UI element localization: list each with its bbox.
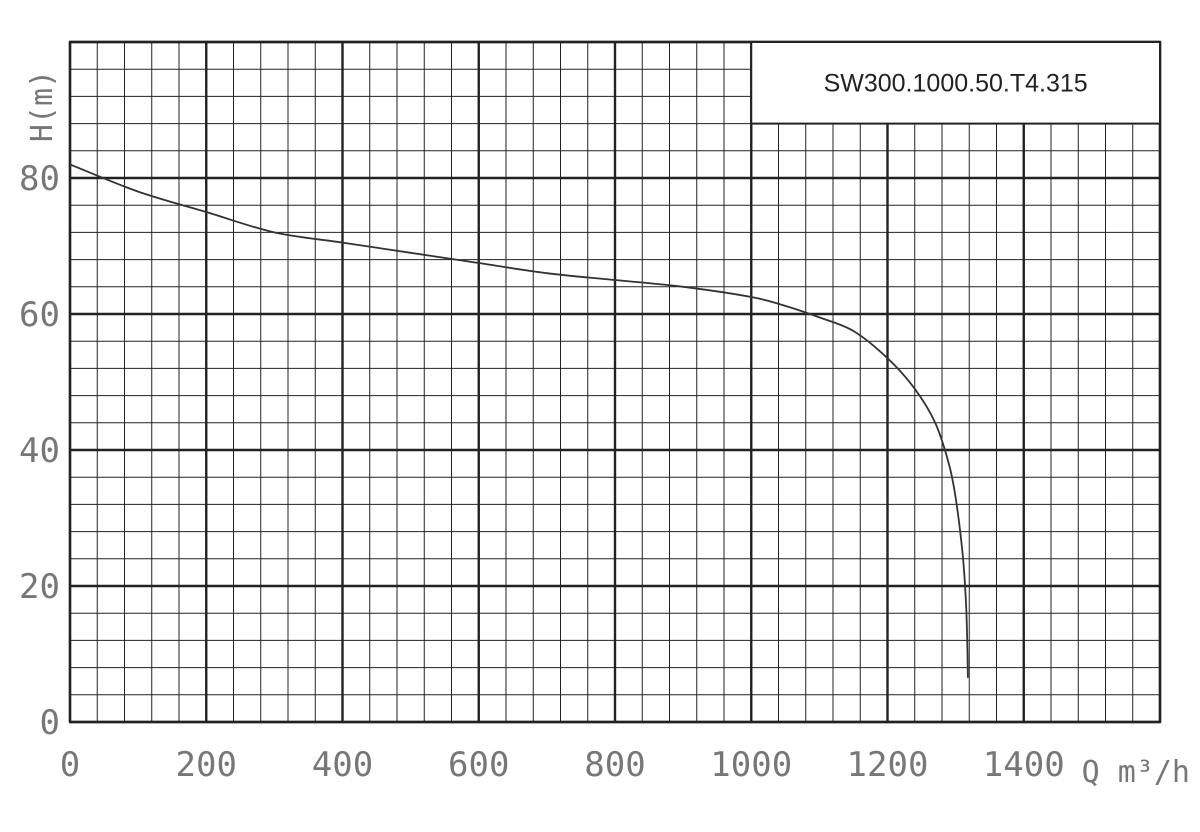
x-tick-label: 0 [60,745,80,785]
model-label-background [750,41,1161,125]
x-tick-label: 600 [448,745,509,785]
y-axis-title: H(m) [25,70,60,142]
y-tick-label: 40 [19,431,60,471]
x-tick-label: 1200 [847,745,929,785]
chart-title: SW300.1000.50.T4.315 [824,69,1088,97]
x-tick-label: 200 [176,745,237,785]
curves [69,163,969,678]
x-tick-labels: 0 200 400 600 800 1000 1200 1400 [60,745,1065,785]
y-tick-label: 60 [19,295,60,335]
y-tick-label: 0 [40,703,60,743]
y-tick-label: 20 [19,567,60,607]
x-tick-label: 1000 [710,745,792,785]
series-line-0 [69,163,969,678]
model-label-box: SW300.1000.50.T4.315 [750,41,1161,125]
y-tick-labels: 0 20 40 60 80 [19,159,60,743]
x-axis-title: Q m³/h [1082,755,1190,790]
x-tick-label: 400 [312,745,373,785]
grid [68,40,1162,724]
y-tick-label: 80 [19,159,60,199]
x-tick-label: 800 [584,745,645,785]
plot-frame [68,40,1162,724]
x-tick-label: 1400 [983,745,1065,785]
